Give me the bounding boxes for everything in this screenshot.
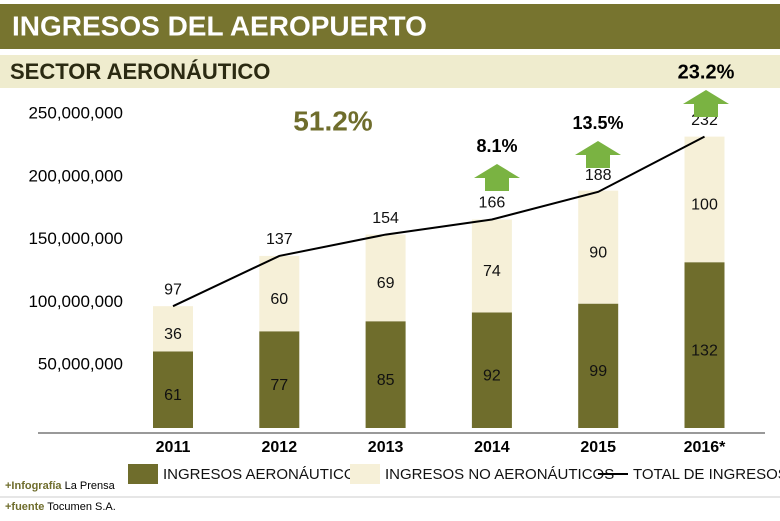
legend-swatch	[128, 464, 158, 484]
bar-segment	[153, 351, 193, 428]
data-label: 100	[691, 197, 718, 214]
data-label: 154	[372, 210, 399, 227]
subtitle-band	[0, 55, 780, 88]
credit-text: La Prensa	[65, 480, 116, 492]
bar-segment	[578, 303, 619, 428]
x-tick-label: 2016*	[684, 439, 727, 456]
data-label: 99	[589, 363, 607, 380]
credit: +fuente Tocumen S.A.	[5, 501, 116, 513]
x-tick-label: 2012	[262, 439, 298, 456]
data-label: 92	[483, 367, 501, 384]
data-label: 97	[164, 281, 182, 298]
x-tick-label: 2013	[368, 439, 404, 456]
data-label: 166	[479, 195, 506, 212]
credit-text: Tocumen S.A.	[47, 501, 115, 513]
chart-subtitle: SECTOR AERONÁUTICO	[10, 59, 270, 84]
legend-swatch	[350, 464, 380, 484]
bar-segment	[259, 255, 300, 332]
bar-segment	[471, 219, 512, 313]
growth-label: 51.2%	[293, 105, 372, 136]
data-label: 36	[164, 326, 182, 343]
x-tick-label: 2015	[580, 439, 616, 456]
bar-segment	[578, 190, 619, 304]
x-tick-label: 2014	[474, 439, 510, 456]
legend-label: INGRESOS AERONÁUTICOS	[163, 466, 366, 483]
data-label: 132	[691, 342, 718, 359]
bar-segment	[259, 331, 300, 428]
growth-label: 13.5%	[572, 113, 623, 133]
data-label: 90	[589, 244, 607, 261]
y-tick-label: 100,000,000	[28, 292, 123, 311]
chart-title: INGRESOS DEL AEROPUERTO	[12, 10, 427, 41]
legend-label: INGRESOS NO AERONÁUTICOS	[385, 466, 614, 483]
bar-segment	[684, 136, 725, 263]
data-label: 85	[377, 372, 395, 389]
growth-arrow	[575, 141, 621, 168]
y-tick-label: 200,000,000	[28, 166, 123, 185]
y-tick-label: 250,000,000	[28, 103, 123, 122]
data-label: 188	[585, 167, 612, 184]
growth-label: 23.2%	[678, 61, 735, 83]
credit-prefix: +Infografía	[5, 480, 62, 492]
total-line	[172, 135, 705, 308]
data-label: 60	[270, 291, 288, 308]
bar-segment	[471, 312, 512, 428]
y-tick-label: 50,000,000	[38, 355, 123, 374]
growth-arrow	[474, 164, 520, 191]
bar-segment	[684, 262, 725, 428]
growth-label: 8.1%	[476, 136, 517, 156]
bar-segment	[365, 321, 406, 428]
title-band	[0, 4, 780, 49]
x-tick-label: 2011	[156, 439, 191, 456]
credit-prefix: +fuente	[5, 501, 44, 513]
data-label: 74	[483, 263, 501, 280]
legend-label: TOTAL DE INGRESOS	[633, 466, 780, 483]
bar-segment	[365, 234, 406, 322]
data-label: 69	[377, 275, 395, 292]
y-tick-label: 150,000,000	[28, 229, 123, 248]
bar-segment	[153, 306, 193, 352]
data-label: 61	[164, 387, 182, 404]
data-label: 77	[270, 377, 288, 394]
growth-arrow	[683, 90, 729, 117]
credit: +Infografía La Prensa	[5, 480, 116, 492]
data-label: 137	[266, 231, 293, 248]
